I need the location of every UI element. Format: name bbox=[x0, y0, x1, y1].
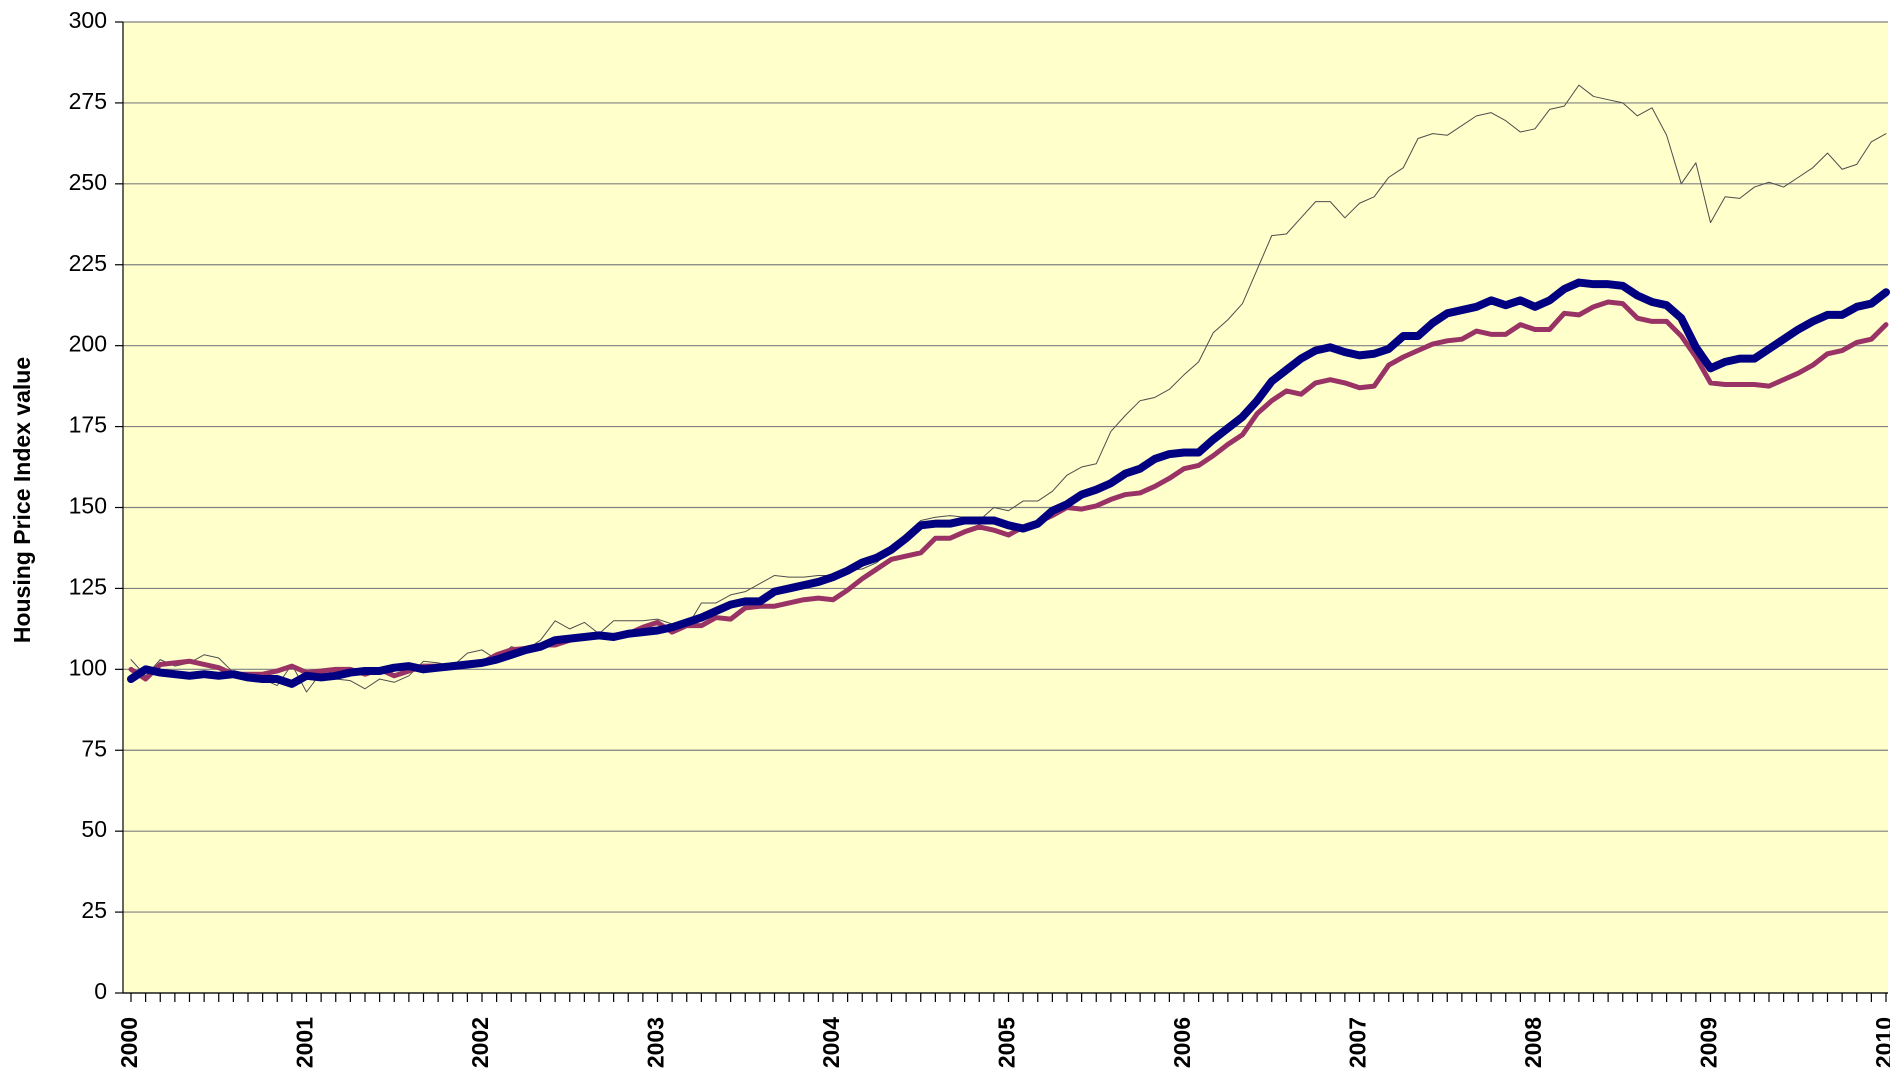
y-tick-label: 25 bbox=[81, 897, 107, 923]
x-tick-label: 2009 bbox=[1696, 1017, 1722, 1068]
y-tick-label: 300 bbox=[69, 7, 107, 33]
x-tick-label: 2006 bbox=[1169, 1017, 1195, 1068]
x-tick-label: 2007 bbox=[1345, 1017, 1371, 1068]
series-line bbox=[130, 84, 1887, 693]
y-tick-label: 275 bbox=[69, 88, 107, 114]
y-tick-label: 225 bbox=[69, 250, 107, 276]
x-tick-label: 2003 bbox=[643, 1017, 669, 1068]
y-tick-label: 175 bbox=[69, 412, 107, 438]
y-tick-label: 0 bbox=[94, 978, 107, 1004]
x-tick-label: 2005 bbox=[994, 1017, 1020, 1068]
y-tick-label: 125 bbox=[69, 573, 107, 599]
x-tick-label: 2002 bbox=[467, 1017, 493, 1068]
y-tick-label: 200 bbox=[69, 331, 107, 357]
x-tick-label: 2010 bbox=[1871, 1017, 1890, 1068]
y-tick-label: 150 bbox=[69, 493, 107, 519]
series-line bbox=[127, 278, 1890, 688]
y-tick-label: 50 bbox=[81, 816, 107, 842]
x-tick-label: 2008 bbox=[1520, 1017, 1546, 1068]
y-axis-title: Housing Price Index value bbox=[9, 357, 35, 643]
x-tick-label: 2000 bbox=[116, 1017, 142, 1068]
x-tick-label: 2004 bbox=[818, 1017, 844, 1068]
y-tick-label: 100 bbox=[69, 654, 107, 680]
y-tick-label: 75 bbox=[81, 735, 107, 761]
y-tick-label: 250 bbox=[69, 169, 107, 195]
x-tick-label: 2001 bbox=[292, 1017, 318, 1068]
